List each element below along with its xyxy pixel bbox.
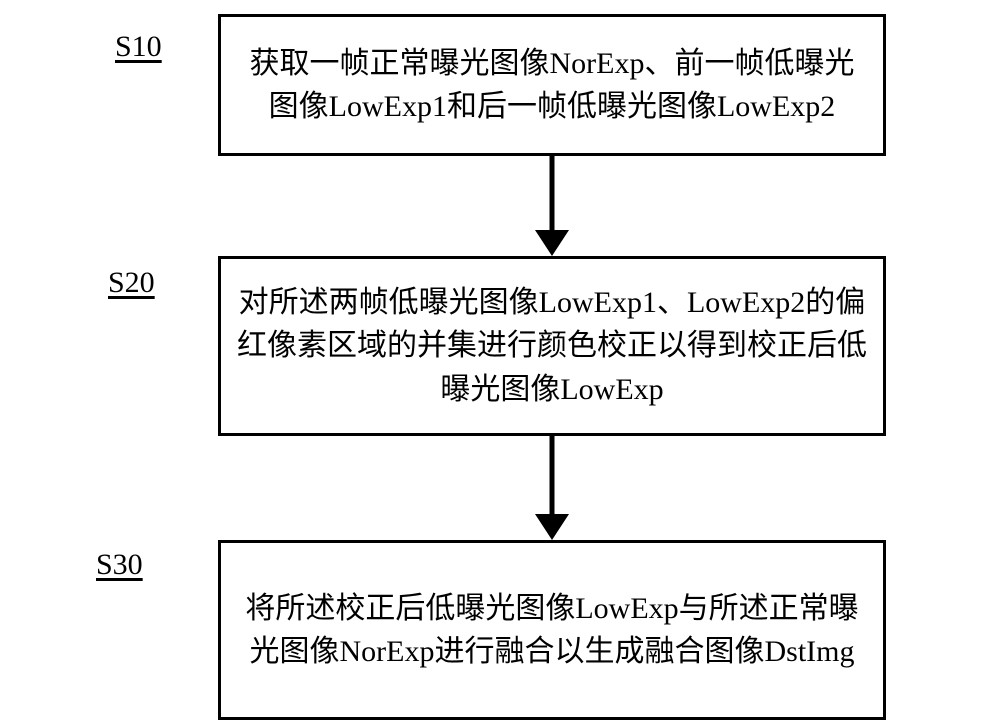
step-box-s30: 将所述校正后低曝光图像LowExp与所述正常曝光图像NorExp进行融合以生成融… xyxy=(218,540,886,720)
step-label-s30: S30 xyxy=(96,548,143,582)
step-text-s20: 对所述两帧低曝光图像LowExp1、LowExp2的偏红像素区域的并集进行颜色校… xyxy=(235,281,869,412)
arrow-head xyxy=(535,230,569,256)
step-text-s10: 获取一帧正常曝光图像NorExp、前一帧低曝光图像LowExp1和后一帧低曝光图… xyxy=(235,42,869,129)
step-label-s20: S20 xyxy=(108,266,155,300)
arrow-s10-s20 xyxy=(0,156,1000,256)
step-label-s10: S10 xyxy=(115,30,162,64)
step-box-s10: 获取一帧正常曝光图像NorExp、前一帧低曝光图像LowExp1和后一帧低曝光图… xyxy=(218,14,886,156)
arrow-head xyxy=(535,514,569,540)
arrow-s20-s30 xyxy=(0,436,1000,540)
step-box-s20: 对所述两帧低曝光图像LowExp1、LowExp2的偏红像素区域的并集进行颜色校… xyxy=(218,256,886,436)
flowchart-canvas: S10 获取一帧正常曝光图像NorExp、前一帧低曝光图像LowExp1和后一帧… xyxy=(0,0,1000,725)
step-text-s30: 将所述校正后低曝光图像LowExp与所述正常曝光图像NorExp进行融合以生成融… xyxy=(235,587,869,674)
